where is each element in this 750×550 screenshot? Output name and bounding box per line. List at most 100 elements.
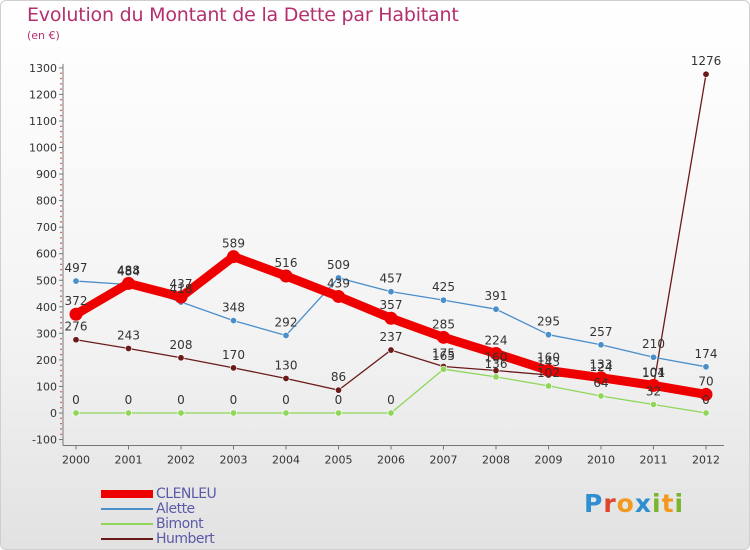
y-minor-tick <box>60 167 62 170</box>
data-label: 143 <box>537 355 560 369</box>
data-label: 175 <box>432 347 455 361</box>
data-label: 276 <box>65 320 88 334</box>
data-point <box>125 344 133 352</box>
y-minor-tick <box>60 114 62 117</box>
legend-swatch <box>101 522 153 525</box>
data-label: 292 <box>275 315 298 329</box>
data-point <box>387 288 395 296</box>
y-tick-label: 600 <box>36 248 57 261</box>
data-point <box>230 409 238 417</box>
data-label: 295 <box>537 315 560 329</box>
data-point <box>649 353 657 361</box>
data-labels: 497 484 418 348 292 509 457 425 391 295 257 210 174 0… <box>65 54 722 407</box>
y-minor-tick <box>60 205 62 207</box>
y-minor-tick <box>60 178 62 181</box>
data-label: 488 <box>117 263 140 277</box>
data-point <box>387 409 395 417</box>
y-minor-tick <box>60 284 62 287</box>
data-point <box>597 392 605 400</box>
y-minor-tick <box>60 300 62 303</box>
data-point <box>282 374 290 382</box>
legend-swatch <box>101 489 153 498</box>
data-point <box>227 250 240 264</box>
data-point <box>230 317 238 325</box>
data-point <box>489 347 503 361</box>
data-label: 243 <box>117 328 140 342</box>
y-minor-tick <box>60 98 62 101</box>
data-label: 0 <box>177 393 185 407</box>
data-point <box>282 409 290 417</box>
y-minor-tick <box>60 183 62 186</box>
data-label: 509 <box>327 258 350 272</box>
y-tick-label: 100 <box>36 380 57 393</box>
data-label: 174 <box>695 347 718 361</box>
legend-item: CLENLEU <box>101 485 217 502</box>
data-label: 0 <box>125 393 133 407</box>
logo-letter: o <box>616 489 635 518</box>
y-minor-tick <box>60 258 62 260</box>
legend-label: Humbert <box>156 530 215 547</box>
axes: -100010020030040050060070080090010001100… <box>29 62 724 467</box>
data-point <box>72 409 80 417</box>
data-label: 372 <box>65 294 88 308</box>
data-point <box>177 354 185 362</box>
y-minor-tick <box>60 263 62 266</box>
data-label: 497 <box>65 261 88 275</box>
data-label: 86 <box>331 370 346 384</box>
data-label: 589 <box>222 237 245 251</box>
y-minor-tick <box>60 157 62 159</box>
data-label: 208 <box>170 338 193 352</box>
y-minor-tick <box>60 364 62 367</box>
data-point <box>282 331 290 339</box>
y-tick-label: 700 <box>36 221 57 234</box>
y-tick-label: 300 <box>36 327 57 340</box>
y-minor-tick <box>60 236 62 239</box>
data-point <box>647 378 660 392</box>
y-minor-tick <box>60 109 62 112</box>
y-tick-label: 500 <box>36 274 57 287</box>
data-label: 32 <box>646 385 661 399</box>
y-minor-tick <box>60 141 62 143</box>
data-point <box>699 387 713 401</box>
data-label: 104 <box>642 365 665 379</box>
y-minor-tick <box>60 189 62 191</box>
y-minor-tick <box>60 242 62 244</box>
y-minor-tick <box>60 401 62 404</box>
y-minor-tick <box>60 375 62 377</box>
legend-label: CLENLEU <box>156 485 217 502</box>
y-minor-tick <box>60 194 62 197</box>
data-label: 0 <box>72 393 80 407</box>
y-minor-tick <box>60 295 62 297</box>
y-minor-tick <box>60 321 62 324</box>
data-label: 64 <box>593 376 608 390</box>
data-label: 160 <box>537 351 560 365</box>
data-point <box>279 269 293 283</box>
data-label: 437 <box>170 277 193 291</box>
data-label: 425 <box>432 280 455 294</box>
y-minor-tick <box>60 428 62 430</box>
y-minor-tick <box>60 406 62 409</box>
y-minor-tick <box>60 348 62 351</box>
data-point <box>439 296 447 304</box>
y-minor-tick <box>60 215 62 218</box>
data-label: 418 <box>170 282 193 296</box>
data-point <box>177 409 185 417</box>
data-label: 0 <box>282 393 290 407</box>
y-minor-tick <box>60 290 62 292</box>
x-tick-label: 2004 <box>272 454 300 467</box>
y-minor-tick <box>60 162 62 165</box>
data-label: 257 <box>590 325 613 339</box>
data-point <box>544 382 552 390</box>
data-point <box>597 341 605 349</box>
data-point <box>702 70 710 78</box>
x-tick-label: 2012 <box>692 454 720 467</box>
y-tick-label: 1200 <box>29 88 57 101</box>
y-minor-tick <box>60 433 62 436</box>
legend-label: Alette <box>156 500 195 517</box>
data-label: 1276 <box>691 54 722 68</box>
data-point <box>492 373 500 381</box>
data-label: 124 <box>590 360 613 374</box>
y-minor-tick <box>60 390 62 393</box>
legend-swatch <box>101 537 153 540</box>
